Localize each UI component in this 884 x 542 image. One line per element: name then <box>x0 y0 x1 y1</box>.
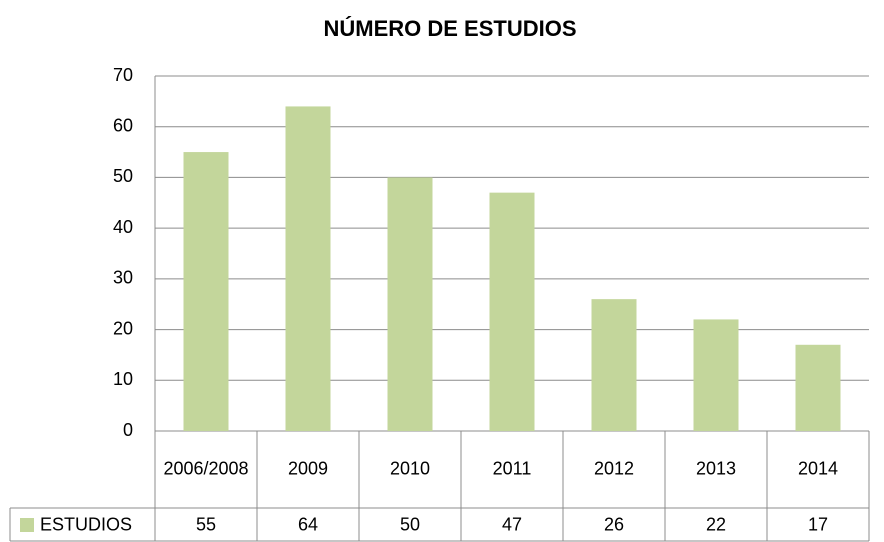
y-tick-label: 30 <box>113 268 133 288</box>
x-tick-label: 2006/2008 <box>163 458 248 478</box>
table-value: 55 <box>196 514 216 534</box>
y-tick-label: 10 <box>113 369 133 389</box>
table-value: 47 <box>502 514 522 534</box>
legend-swatch <box>20 518 34 532</box>
y-tick-label: 50 <box>113 166 133 186</box>
y-tick-label: 20 <box>113 318 133 338</box>
table-value: 50 <box>400 514 420 534</box>
table-value: 26 <box>604 514 624 534</box>
table-value: 17 <box>808 514 828 534</box>
bar <box>387 177 433 431</box>
x-tick-label: 2009 <box>288 458 328 478</box>
table-value: 64 <box>298 514 318 534</box>
x-tick-label: 2014 <box>798 458 838 478</box>
bar <box>183 152 229 432</box>
y-tick-label: 60 <box>113 115 133 135</box>
y-tick-label: 40 <box>113 217 133 237</box>
x-tick-label: 2012 <box>594 458 634 478</box>
chart-title: NÚMERO DE ESTUDIOS <box>323 16 576 41</box>
bar <box>693 319 739 431</box>
bar <box>285 106 331 431</box>
bar <box>795 344 841 431</box>
y-tick-label: 0 <box>123 420 133 440</box>
x-tick-label: 2011 <box>493 458 532 478</box>
bar <box>591 299 637 431</box>
x-tick-label: 2010 <box>390 458 430 478</box>
table-value: 22 <box>706 514 726 534</box>
bar <box>489 192 535 431</box>
legend-label: ESTUDIOS <box>40 514 132 534</box>
y-tick-label: 70 <box>113 65 133 85</box>
x-tick-label: 2013 <box>696 458 736 478</box>
